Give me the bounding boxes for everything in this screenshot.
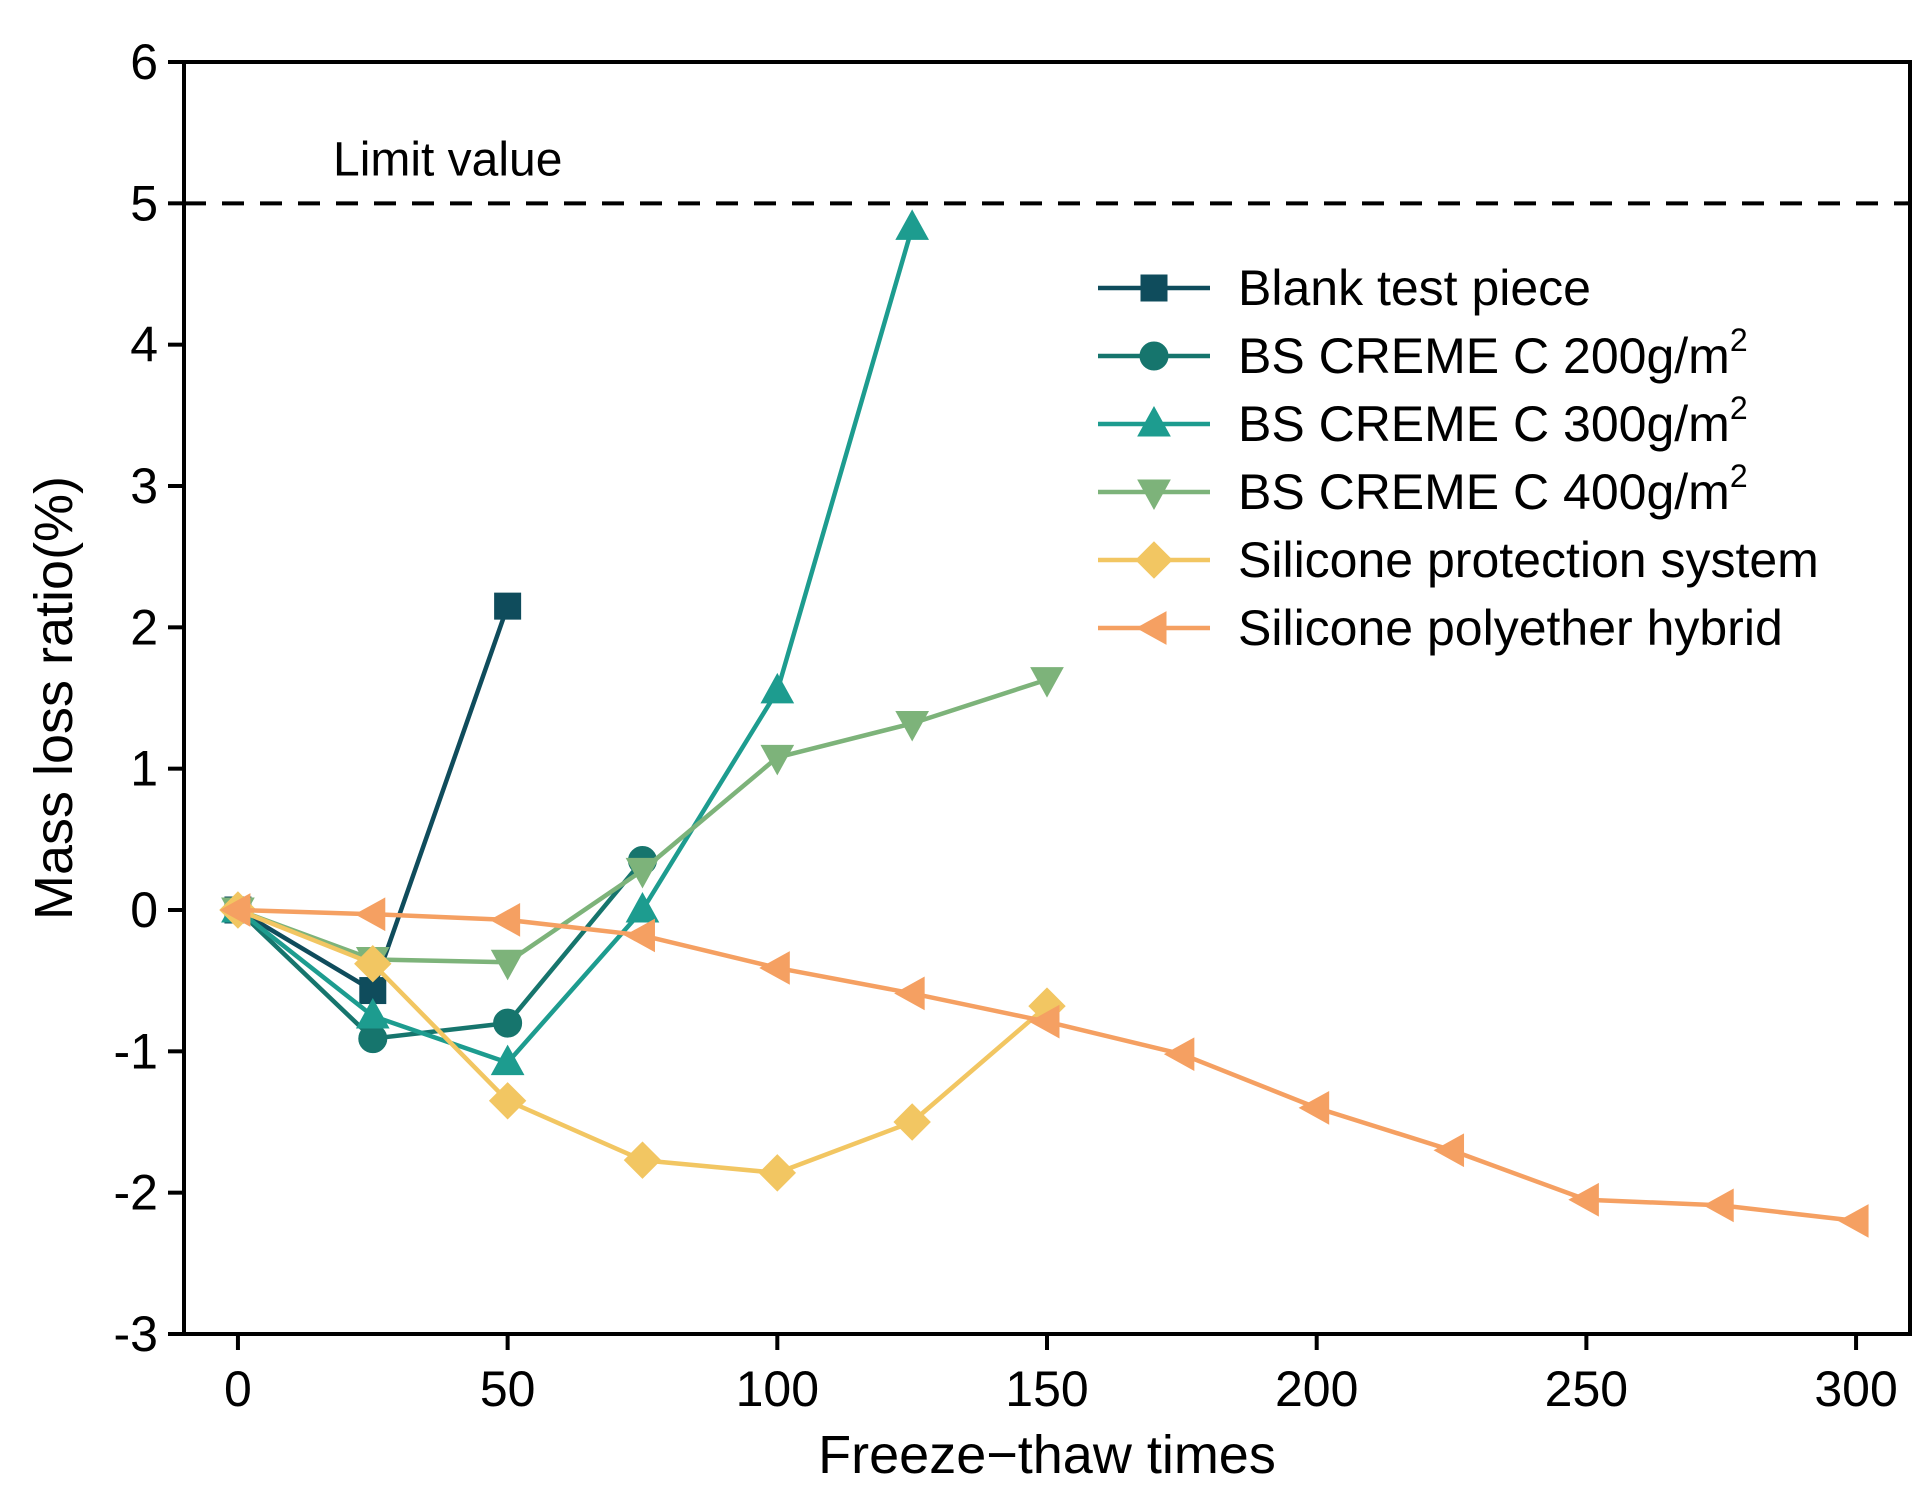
data-point	[760, 672, 795, 704]
data-point	[1028, 1004, 1060, 1039]
data-point	[1838, 1204, 1869, 1238]
data-point	[759, 951, 790, 985]
data-point	[488, 1082, 527, 1120]
data-point	[895, 710, 930, 742]
y-tick-label: 3	[130, 458, 158, 514]
data-layer: Limit value	[184, 133, 1910, 1238]
y-tick-label: -3	[114, 1306, 158, 1362]
legend-marker	[1137, 479, 1171, 511]
x-tick-label: 250	[1545, 1361, 1628, 1417]
data-point	[354, 897, 386, 932]
series-line	[236, 859, 645, 1041]
x-tick-label: 150	[1005, 1361, 1088, 1417]
legend-label: BS CREME C 300g/m2	[1238, 390, 1748, 452]
x-tick-label: 300	[1814, 1361, 1897, 1417]
series-line	[237, 907, 1857, 1224]
data-point	[1030, 667, 1064, 698]
data-point	[219, 893, 251, 927]
data-point	[490, 1044, 525, 1076]
data-point	[1298, 1091, 1330, 1125]
data-point	[625, 857, 660, 889]
series-line	[236, 226, 915, 1065]
legend-item-5: Silicone protection system	[1098, 532, 1819, 588]
plot-frame	[182, 60, 1912, 1336]
x-tick-label: 200	[1275, 1361, 1358, 1417]
axis-ticks: 0 50 100 150 200 250 300 6 5 4 3 2 1 0 -1 -2 -3	[114, 34, 1898, 1417]
legend-marker	[1135, 611, 1167, 645]
data-point	[1433, 1133, 1465, 1168]
legend-label: Silicone protection system	[1238, 532, 1819, 588]
data-point	[760, 744, 795, 776]
legend-label: BS CREME C 400g/m2	[1238, 458, 1748, 520]
legend-label: Blank test piece	[1238, 260, 1591, 316]
data-point	[894, 976, 925, 1011]
y-tick-label: -1	[114, 1023, 158, 1079]
legend-item-2: BS CREME C 200g/m2	[1098, 322, 1748, 384]
limit-value-label: Limit value	[333, 133, 562, 186]
data-point	[1568, 1182, 1599, 1217]
data-point	[490, 949, 525, 981]
y-tick-label: 2	[130, 599, 158, 655]
x-tick-label: 0	[224, 1361, 252, 1417]
data-point	[758, 1154, 797, 1192]
y-tick-label: 1	[130, 741, 158, 797]
legend-item-3: BS CREME C 300g/m2	[1098, 390, 1748, 452]
y-tick-label: 5	[130, 175, 158, 231]
data-point	[624, 918, 655, 953]
y-axis-title: Mass loss ratio(%)	[24, 476, 84, 920]
data-point	[893, 1103, 931, 1141]
data-point	[1163, 1037, 1195, 1072]
legend-label: Silicone polyether hybrid	[1238, 600, 1783, 656]
data-point	[355, 997, 390, 1029]
data-point	[494, 592, 522, 620]
legend-label: BS CREME C 200g/m2	[1238, 322, 1748, 384]
data-point	[358, 1024, 388, 1054]
y-tick-label: 6	[130, 34, 158, 90]
series-6	[219, 893, 1869, 1238]
legend-marker	[1139, 341, 1169, 371]
x-axis-title: Freeze−thaw times	[818, 1425, 1276, 1485]
data-point	[354, 944, 392, 983]
y-tick-label: -2	[114, 1165, 158, 1221]
data-point	[1703, 1188, 1734, 1223]
x-tick-label: 100	[736, 1361, 819, 1417]
legend-marker	[1135, 541, 1173, 579]
legend-item-4: BS CREME C 400g/m2	[1098, 458, 1748, 520]
legend-marker	[1137, 405, 1171, 437]
series-line	[236, 605, 510, 993]
data-point	[625, 891, 660, 923]
data-point	[493, 1008, 523, 1038]
legend-item-6: Silicone polyether hybrid	[1098, 600, 1783, 656]
data-point	[895, 209, 930, 240]
legend-marker	[1140, 274, 1168, 302]
y-tick-label: 0	[130, 882, 158, 938]
legend-item-1: Blank test piece	[1098, 260, 1591, 316]
x-tick-label: 50	[480, 1361, 536, 1417]
data-point	[489, 903, 521, 937]
y-tick-label: 4	[130, 317, 158, 373]
data-point	[623, 1141, 662, 1179]
